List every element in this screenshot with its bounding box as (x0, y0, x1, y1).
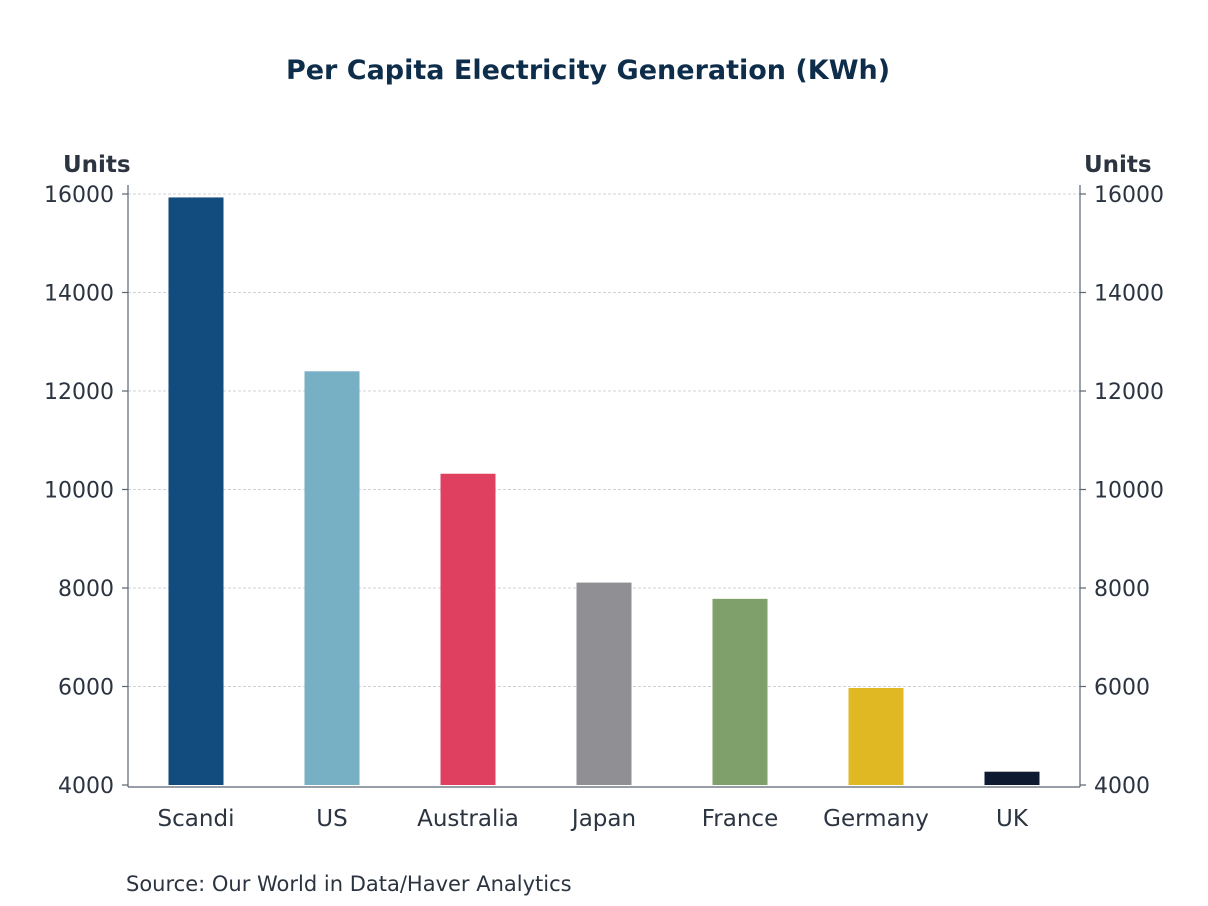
category-label-scandi: Scandi (158, 806, 235, 832)
category-label-japan: Japan (570, 806, 636, 832)
bar-australia (440, 473, 496, 785)
category-label-australia: Australia (417, 806, 519, 832)
left-tick-label: 4000 (58, 774, 114, 799)
bar-japan (576, 582, 632, 785)
left-tick-label: 6000 (58, 676, 114, 701)
right-tick-label: 14000 (1094, 282, 1164, 307)
bar-scandi (168, 197, 224, 785)
left-tick-label: 10000 (44, 479, 114, 504)
right-tick-label: 12000 (1094, 380, 1164, 405)
bar-us (304, 371, 360, 785)
right-axis-ticks: 4000 6000 8000 10000 12000 14000 16000 (1080, 183, 1164, 799)
right-tick-label: 4000 (1094, 774, 1150, 799)
left-tick-label: 14000 (44, 282, 114, 307)
category-label-germany: Germany (823, 806, 929, 832)
right-axis-unit-label: Units (1084, 152, 1152, 178)
left-tick-label: 12000 (44, 380, 114, 405)
category-label-us: US (316, 806, 347, 832)
source-note: Source: Our World in Data/Haver Analytic… (126, 872, 572, 896)
bar-france (712, 598, 768, 785)
left-tick-label: 8000 (58, 577, 114, 602)
left-axis-ticks: 4000 6000 8000 10000 12000 14000 16000 (44, 183, 128, 799)
left-axis-unit-label: Units (63, 152, 131, 178)
category-labels: Scandi US Australia Japan France Germany UK (158, 806, 1029, 832)
chart-title: Per Capita Electricity Generation (KWh) (286, 55, 890, 86)
category-label-france: France (702, 806, 778, 832)
left-tick-label: 16000 (44, 183, 114, 208)
right-tick-label: 10000 (1094, 479, 1164, 504)
category-label-uk: UK (996, 806, 1029, 832)
bar-germany (848, 687, 904, 785)
bar-uk (984, 771, 1040, 785)
right-tick-label: 16000 (1094, 183, 1164, 208)
right-tick-label: 6000 (1094, 676, 1150, 701)
right-tick-label: 8000 (1094, 577, 1150, 602)
bars (168, 197, 1040, 785)
